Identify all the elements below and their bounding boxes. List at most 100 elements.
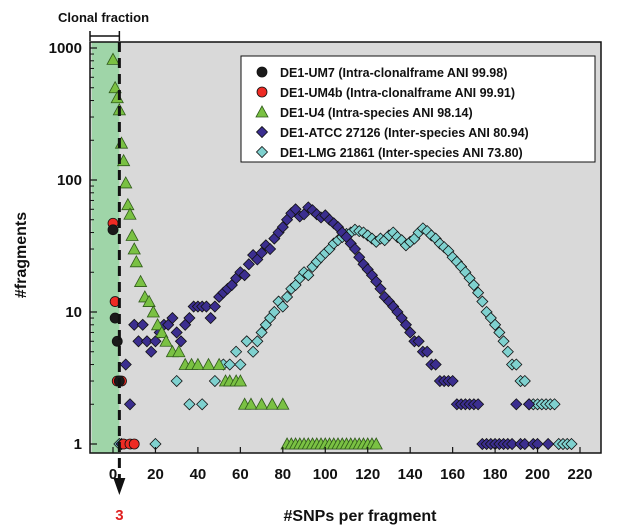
data-point — [170, 374, 183, 388]
x-tick-label: 120 — [355, 466, 380, 483]
data-point — [155, 325, 169, 338]
data-point — [501, 345, 514, 358]
axis-ticks: 0 20 40 60 80 100 120 140 160 180 200 220 1 10 100 1000 — [49, 40, 593, 483]
data-point — [302, 269, 315, 282]
data-point — [276, 397, 290, 410]
data-point — [489, 318, 502, 331]
data-point — [146, 305, 161, 318]
data-point — [172, 344, 186, 358]
legend-label: DE1-LMG 21861 (Inter-species ANI 73.80) — [280, 146, 523, 160]
y-tick-label: 10 — [65, 304, 82, 321]
cutoff-arrow-head — [113, 478, 126, 495]
series-3 — [115, 201, 555, 451]
data-point — [166, 311, 179, 325]
data-point — [240, 335, 253, 348]
data-point — [238, 269, 251, 282]
legend-marker — [256, 86, 268, 98]
x-tick-label: 80 — [274, 466, 291, 483]
data-point — [497, 335, 510, 348]
data-point — [174, 335, 187, 348]
legend-marker — [256, 66, 268, 78]
data-point — [265, 397, 279, 410]
data-point — [374, 282, 387, 295]
data-point — [123, 207, 137, 220]
x-tick-label: 20 — [147, 466, 164, 483]
x-tick-label: 100 — [313, 466, 338, 483]
data-point — [472, 286, 485, 299]
x-tick-label: 220 — [567, 466, 592, 483]
data-point — [125, 228, 139, 241]
data-point — [510, 398, 523, 411]
legend-label: DE1-UM4b (Intra-clonalframe ANI 99.91) — [280, 86, 515, 100]
data-point — [429, 358, 442, 371]
data-point — [254, 397, 269, 410]
data-point — [518, 437, 531, 451]
data-point — [522, 398, 536, 411]
x-axis-title: #SNPs per fragment — [284, 508, 438, 525]
data-point — [145, 345, 158, 358]
data-point — [127, 242, 141, 255]
data-point — [244, 397, 258, 410]
data-point — [369, 437, 383, 450]
legend-marker — [255, 125, 269, 139]
series-0 — [107, 224, 125, 387]
legend-label: DE1-UM7 (Intra-clonalframe ANI 99.98) — [280, 66, 507, 80]
data-point — [183, 398, 196, 411]
legend-label: DE1-U4 (Intra-species ANI 98.14) — [280, 106, 473, 120]
data-point — [129, 254, 144, 268]
data-point — [128, 318, 141, 331]
data-point — [140, 335, 154, 348]
data-point — [107, 224, 119, 236]
data-point — [242, 258, 255, 271]
cutoff-value-label: 3 — [115, 507, 123, 524]
data-point — [119, 358, 132, 371]
legend: DE1-UM7 (Intra-clonalframe ANI 99.98) DE1… — [240, 55, 596, 163]
series-2 — [106, 52, 383, 450]
data-point — [201, 357, 216, 370]
series-4 — [113, 222, 578, 451]
clonal-fraction-bracket — [89, 31, 121, 41]
data-point — [230, 345, 243, 358]
data-point — [247, 345, 260, 358]
legend-marker — [255, 105, 269, 118]
legend-box — [240, 55, 596, 163]
data-point — [234, 358, 247, 371]
data-point — [548, 398, 561, 411]
data-point — [276, 220, 289, 234]
data-point — [191, 357, 205, 370]
data-point — [204, 311, 217, 325]
x-tick-label: 160 — [440, 466, 465, 483]
data-point — [212, 357, 226, 370]
data-point — [251, 335, 264, 348]
data-point — [493, 326, 506, 339]
data-point — [159, 334, 173, 347]
data-point — [200, 300, 213, 313]
data-point — [132, 335, 145, 348]
data-point — [196, 398, 209, 411]
data-point — [208, 300, 221, 313]
data-point — [183, 311, 196, 325]
data-point — [128, 438, 140, 450]
data-point — [106, 52, 120, 65]
clonal-fraction-region — [91, 42, 120, 453]
data-point — [264, 242, 277, 256]
data-point — [133, 274, 148, 287]
y-tick-label: 1 — [74, 436, 82, 453]
x-tick-label: 0 — [109, 466, 117, 483]
data-point — [506, 437, 519, 451]
data-point — [255, 246, 268, 260]
data-point — [108, 80, 122, 94]
x-tick-label: 140 — [398, 466, 423, 483]
y-tick-label: 100 — [57, 172, 82, 189]
data-point — [476, 295, 489, 308]
data-point — [233, 374, 248, 387]
legend-marker — [255, 145, 269, 159]
data-point — [472, 398, 485, 411]
data-point — [421, 345, 434, 358]
data-point — [255, 326, 268, 339]
plot-frame — [89, 41, 602, 454]
data-point — [119, 176, 133, 189]
data-point — [223, 358, 236, 371]
x-tick-label: 40 — [190, 466, 207, 483]
